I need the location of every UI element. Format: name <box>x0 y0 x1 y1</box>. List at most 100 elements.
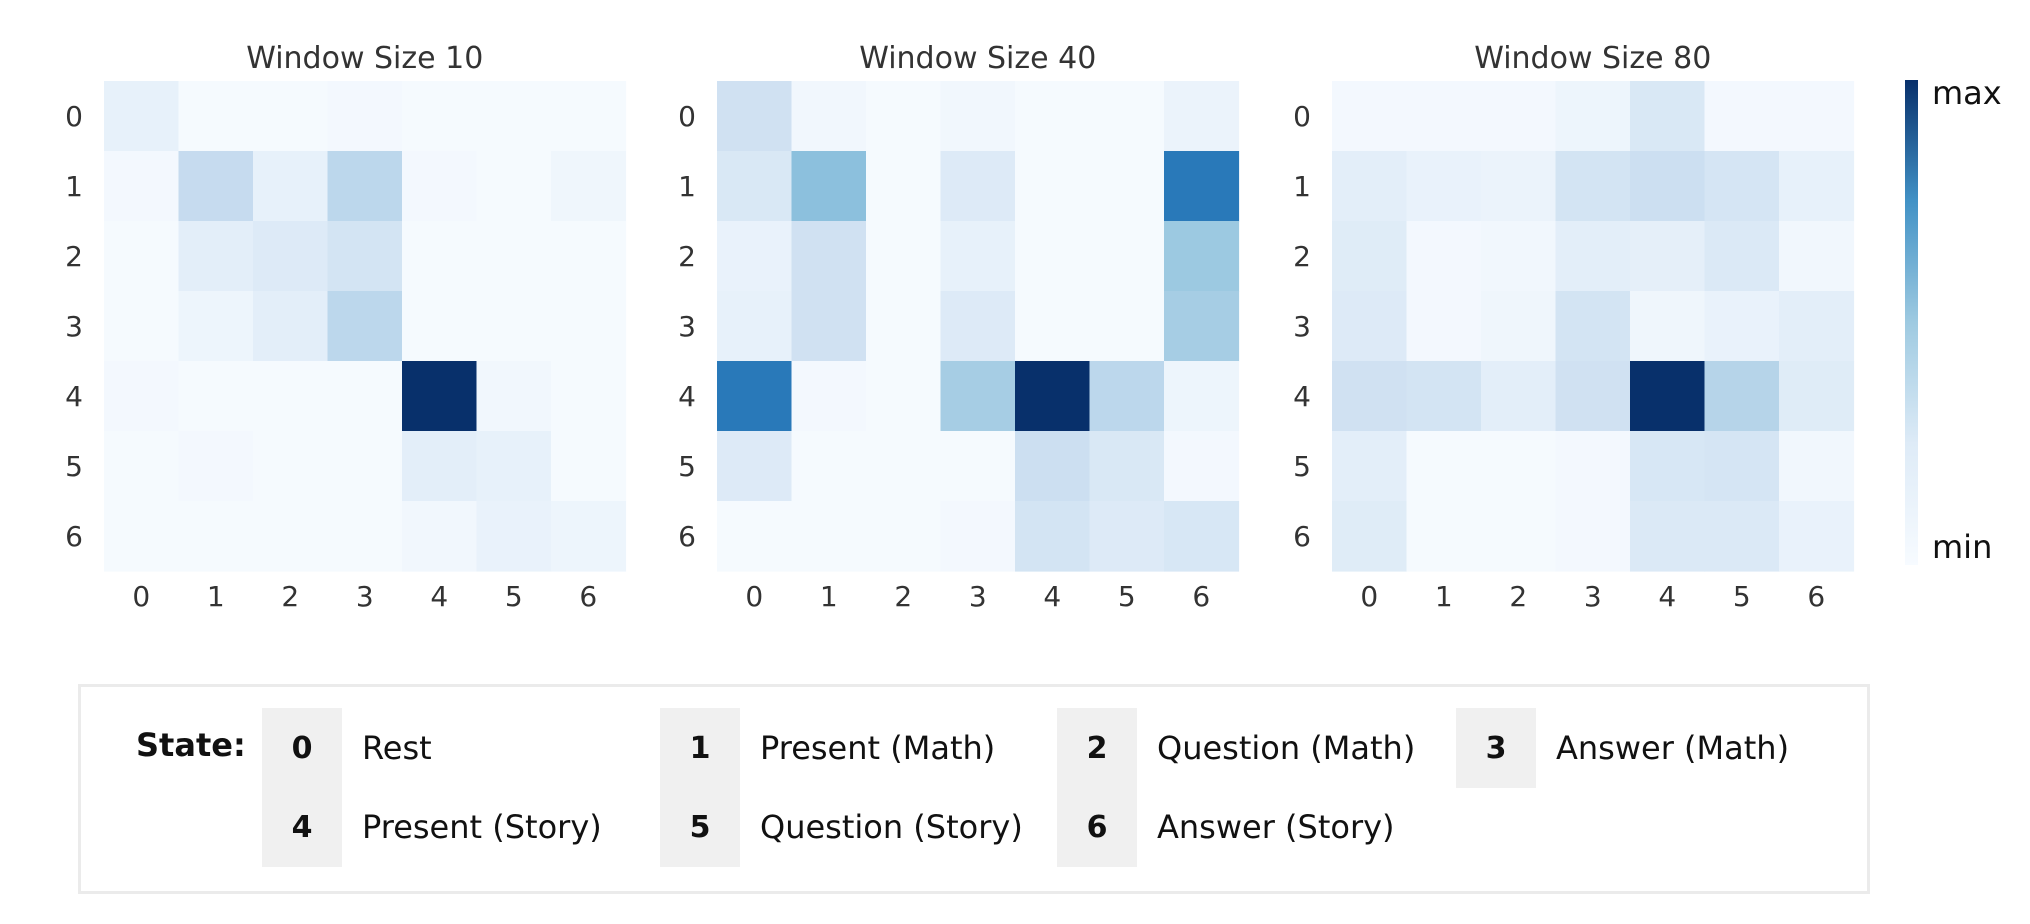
heatmap-cell <box>551 221 627 292</box>
panel-title: Window Size 40 <box>859 41 1096 76</box>
legend-code: 0 <box>262 708 342 788</box>
x-tick-label: 1 <box>1435 580 1453 613</box>
legend-code: 2 <box>1057 708 1137 788</box>
y-tick-label: 4 <box>1293 380 1311 413</box>
heatmap-cell <box>1630 431 1706 502</box>
y-tick-label: 1 <box>65 170 83 203</box>
legend-item-present-math: 1 Present (Math) <box>660 708 995 788</box>
y-tick-label: 0 <box>678 100 696 133</box>
heatmap-cell <box>1630 361 1706 432</box>
y-tick-label: 2 <box>678 240 696 273</box>
y-tick-label: 1 <box>678 170 696 203</box>
heatmap-cell <box>1089 501 1165 572</box>
heatmap-cell <box>1164 431 1240 502</box>
heatmap-cell <box>940 361 1016 432</box>
y-tick-label: 3 <box>65 310 83 343</box>
heatmap-cell <box>253 151 329 222</box>
heatmap-cell <box>1332 221 1408 292</box>
heatmap-cell <box>178 431 254 502</box>
heatmap-cell <box>1555 291 1631 362</box>
heatmap-cell <box>551 291 627 362</box>
heatmap-cell <box>1630 291 1706 362</box>
heatmap-cell <box>178 361 254 432</box>
heatmap-cell <box>940 431 1016 502</box>
heatmap-cell <box>1332 81 1408 152</box>
x-tick-label: 3 <box>1584 580 1602 613</box>
heatmap-cell <box>253 501 329 572</box>
heatmap-cell <box>178 151 254 222</box>
heatmap-cell <box>1704 221 1780 292</box>
heatmap-cell <box>1630 501 1706 572</box>
x-tick-label: 1 <box>820 580 838 613</box>
heatmap-cell <box>1332 291 1408 362</box>
heatmap-cell <box>940 501 1016 572</box>
x-tick-label: 6 <box>579 580 597 613</box>
heatmap-cell <box>1015 291 1091 362</box>
heatmap-cell <box>402 291 478 362</box>
heatmap-cell <box>476 291 552 362</box>
heatmap-cell <box>866 151 942 222</box>
heatmap-cell <box>104 361 180 432</box>
colorbar-gradient <box>1905 80 1918 565</box>
heatmap-cell <box>717 81 793 152</box>
heatmap-cell <box>402 151 478 222</box>
heatmap-cell <box>1089 151 1165 222</box>
heatmap-cell <box>104 291 180 362</box>
heatmap-cell <box>476 221 552 292</box>
heatmap-cell <box>1555 81 1631 152</box>
heatmap-cell <box>1704 291 1780 362</box>
x-tick-label: 5 <box>1118 580 1136 613</box>
x-tick-label: 0 <box>132 580 150 613</box>
heatmap-panel: Window Size 80 0 1 2 3 4 5 6 0 1 2 3 4 5 6 <box>1293 41 1855 613</box>
y-tick-label: 3 <box>1293 310 1311 343</box>
heatmap-cell <box>791 151 867 222</box>
heatmap-cell <box>1555 431 1631 502</box>
heatmap-cell <box>253 361 329 432</box>
x-tick-label: 6 <box>1807 580 1825 613</box>
heatmap-cell <box>327 151 403 222</box>
legend-label: Question (Story) <box>760 808 1023 846</box>
legend-code: 1 <box>660 708 740 788</box>
heatmap-cell <box>1089 291 1165 362</box>
heatmap-cell <box>940 81 1016 152</box>
x-tick-label: 4 <box>1658 580 1676 613</box>
colorbar: max min <box>1905 74 2002 566</box>
panel-title: Window Size 10 <box>246 41 483 76</box>
heatmap-figure: Window Size 10 0 1 2 3 4 5 6 0 1 2 3 4 5 6 Window Size … <box>65 41 2002 613</box>
heatmap-cell <box>866 431 942 502</box>
heatmap-cell <box>1481 501 1557 572</box>
heatmap-cell <box>476 431 552 502</box>
heatmap-cell <box>1015 361 1091 432</box>
heatmap-cell <box>1015 431 1091 502</box>
heatmap-cell <box>866 221 942 292</box>
heatmap-cell <box>866 81 942 152</box>
legend-label: Rest <box>362 729 432 767</box>
heatmap-cell <box>791 221 867 292</box>
heatmap-cell <box>1164 501 1240 572</box>
heatmap-cell <box>476 151 552 222</box>
legend-item-question-story: 5 Question (Story) <box>660 787 1023 867</box>
y-tick-label: 5 <box>1293 450 1311 483</box>
legend-item-question-math: 2 Question (Math) <box>1057 708 1415 788</box>
heatmap-cell <box>104 221 180 292</box>
heatmap-cell <box>551 431 627 502</box>
heatmap-cell <box>1555 501 1631 572</box>
x-tick-label: 0 <box>1360 580 1378 613</box>
y-tick-label: 5 <box>65 450 83 483</box>
y-tick-label: 2 <box>1293 240 1311 273</box>
legend-code: 6 <box>1057 787 1137 867</box>
heatmap-cell <box>866 361 942 432</box>
heatmap-cell <box>1164 361 1240 432</box>
legend-code: 5 <box>660 787 740 867</box>
heatmap-cell <box>327 81 403 152</box>
heatmap-panel: Window Size 40 0 1 2 3 4 5 6 0 1 2 3 4 5 6 <box>678 41 1240 613</box>
heatmap-cell <box>1481 81 1557 152</box>
heatmap-cell <box>791 501 867 572</box>
legend-label: Answer (Story) <box>1157 808 1395 846</box>
heatmap-cell <box>253 81 329 152</box>
heatmap-cell <box>1089 81 1165 152</box>
legend-label: Answer (Math) <box>1556 729 1790 767</box>
legend-code: 3 <box>1456 708 1536 788</box>
heatmap-cell <box>104 501 180 572</box>
heatmap-cell <box>1332 501 1408 572</box>
